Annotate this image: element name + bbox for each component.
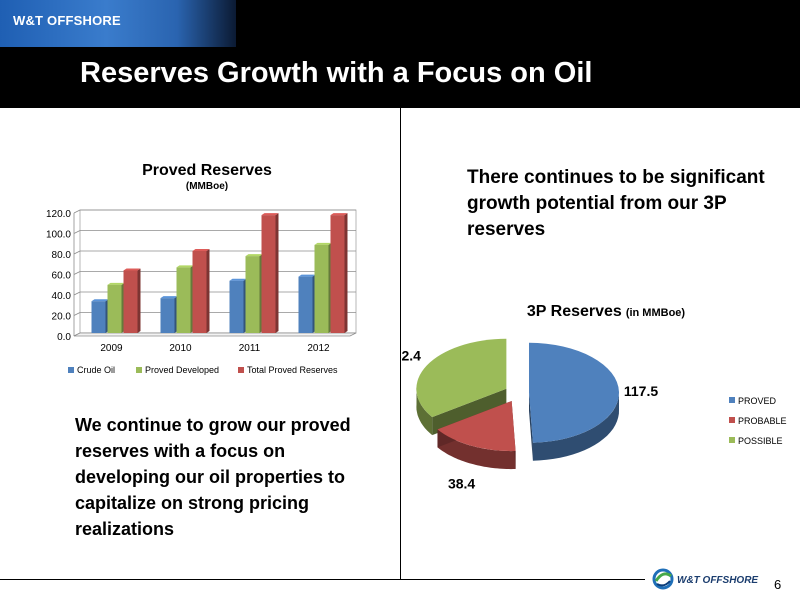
vertical-divider [400, 108, 401, 580]
proved-reserves-chart: Proved Reserves (MMBoe) 0.0 20.0 40.0 60.0 8… [46, 162, 357, 375]
bar-top [91, 299, 109, 302]
bar-gridline-side [73, 312, 81, 316]
x-tick-label: 2009 [100, 343, 123, 354]
logo-text: W&T OFFSHORE [677, 575, 758, 586]
bar-crude-oil [229, 280, 244, 333]
pie-data-label: 82.4 [400, 347, 421, 363]
pie-data-label: 38.4 [448, 476, 475, 492]
slide-header: W&T OFFSHORE Reserves Growth with a Focu… [0, 0, 800, 108]
bar-total-proved-reserves [261, 215, 276, 333]
bar-gridline-side [73, 271, 81, 275]
slide-title: Reserves Growth with a Focus on Oil [80, 57, 593, 89]
bar-top [245, 254, 263, 257]
bar-top [176, 265, 194, 268]
pie-legend-swatch [729, 397, 735, 403]
y-tick-label: 100.0 [46, 230, 71, 241]
bar-gridline-side [73, 230, 81, 234]
bar-side [206, 249, 210, 333]
bar-crude-oil [298, 276, 313, 333]
pie-legend-swatch [729, 437, 735, 443]
bar-top [229, 278, 247, 281]
pie-slice-cut [528, 392, 533, 461]
bar-proved-developed [245, 256, 260, 333]
bar-gridline-side [73, 250, 81, 255]
bar-gridline-side [73, 291, 81, 296]
y-tick-label: 60.0 [52, 271, 72, 282]
pie-legend-swatch [729, 417, 735, 423]
y-tick-label: 80.0 [52, 250, 72, 261]
brand-label: W&T OFFSHORE [13, 13, 121, 28]
bar-top [123, 268, 141, 271]
y-tick-label: 0.0 [57, 332, 71, 343]
bar-top [160, 296, 178, 299]
pie-slice-proved [528, 342, 619, 443]
swirl-icon [652, 568, 674, 590]
pie-slice-possible [416, 338, 507, 418]
brand-tab: W&T OFFSHORE [0, 0, 236, 47]
bar-top [298, 274, 316, 277]
x-tick-label: 2011 [239, 343, 261, 354]
pie-slice-probable [437, 401, 516, 452]
growth-potential-caption: There continues to be significant growth… [467, 167, 765, 240]
bar-floor [73, 332, 357, 337]
pie-slice-cut [432, 388, 507, 436]
pie-legend-label: PROVED [738, 396, 777, 406]
bar-crude-oil [160, 298, 175, 333]
bar-total-proved-reserves [330, 215, 345, 333]
legend-swatch [238, 367, 244, 373]
x-tick-label: 2012 [307, 343, 330, 354]
bar-top [107, 282, 125, 285]
pie-title-unit: (in MMBoe) [626, 307, 686, 319]
legend-label: Crude Oil [77, 365, 115, 375]
pie-data-label: 117.5 [624, 383, 658, 399]
pie-slice-side [416, 386, 433, 436]
legend-label: Proved Developed [145, 365, 219, 375]
pie-slice-side [437, 429, 516, 470]
bar-chart-subtitle: (MMBoe) [186, 181, 228, 192]
bar-side [275, 213, 279, 333]
bar-top [192, 249, 210, 251]
page-number: 6 [774, 577, 782, 592]
bar-top [314, 242, 332, 245]
pie-legend-label: POSSIBLE [738, 436, 783, 446]
company-logo: W&T OFFSHORE [652, 568, 758, 590]
legend-swatch [136, 367, 142, 373]
x-tick-label: 2010 [169, 343, 192, 354]
y-tick-label: 40.0 [52, 291, 72, 302]
y-tick-label: 120.0 [46, 209, 71, 220]
bar-gridline-side [73, 209, 81, 214]
bar-top [261, 213, 279, 216]
pie-legend-label: PROBABLE [738, 416, 787, 426]
proved-reserves-caption: We continue to grow our proved reserves … [75, 415, 351, 539]
pie-chart-title: 3P Reserves (in MMBoe) [527, 303, 686, 320]
bar-total-proved-reserves [192, 251, 207, 333]
bar-proved-developed [314, 244, 329, 333]
bar-chart-title: Proved Reserves [142, 162, 272, 179]
3p-reserves-chart: 3P Reserves (in MMBoe) 117.5 38.4 82.4 PROV… [400, 303, 787, 492]
bar-side [137, 268, 141, 333]
bar-proved-developed [107, 284, 122, 333]
bar-crude-oil [91, 301, 106, 333]
bar-total-proved-reserves [123, 270, 138, 333]
bar-side [344, 213, 348, 333]
legend-label: Total Proved Reserves [247, 365, 338, 375]
pie-slice-side [532, 391, 619, 461]
bar-top [330, 213, 348, 216]
footer-divider [0, 579, 645, 580]
pie-title-main: 3P Reserves [527, 303, 622, 320]
y-tick-label: 20.0 [52, 312, 72, 323]
legend-swatch [68, 367, 74, 373]
bar-proved-developed [176, 267, 191, 333]
